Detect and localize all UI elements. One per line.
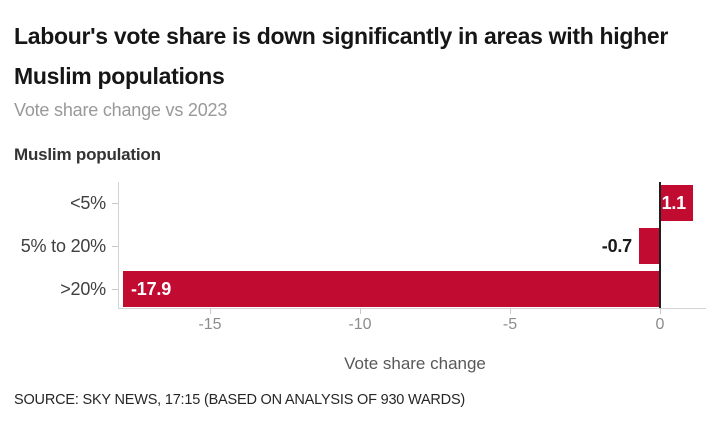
bar--20- [123,271,660,307]
y-axis-tick [112,246,118,247]
y-axis-group-label: Muslim population [14,145,161,164]
bar-value-label: -0.7 [601,236,632,256]
bar-value-label: -17.9 [131,279,172,299]
bar-value-label: 1.1 [661,193,687,213]
x-axis-tick [210,308,211,314]
x-axis-tick-label: -10 [348,316,372,333]
category-label: >20% [60,279,106,299]
y-axis-tick [112,289,118,290]
y-axis-tick [112,203,118,204]
category-label: 5% to 20% [20,236,106,256]
x-axis-tick [360,308,361,314]
x-axis-label: Vote share change [344,354,486,373]
zero-baseline [659,182,661,308]
bar-5-to-20- [639,228,660,264]
chart-subtitle: Vote share change vs 2023 [14,100,228,120]
x-axis-tick-label: -5 [502,316,518,333]
x-axis-tick [660,308,661,314]
chart-title-line1: Labour's vote share is down significantl… [14,23,669,49]
x-axis-tick-label: -15 [198,316,222,333]
category-label: <5% [70,193,106,213]
x-axis-tick-label: 0 [655,316,665,333]
source-note: SOURCE: SKY NEWS, 17:15 (BASED ON ANALYS… [14,392,466,408]
x-axis-tick [510,308,511,314]
y-axis-line [118,182,119,309]
bar--5- [660,185,693,221]
chart-title-line2: Muslim populations [14,63,225,89]
x-axis-line [118,308,706,309]
chart-title: Labour's vote share is down significantl… [14,16,712,96]
